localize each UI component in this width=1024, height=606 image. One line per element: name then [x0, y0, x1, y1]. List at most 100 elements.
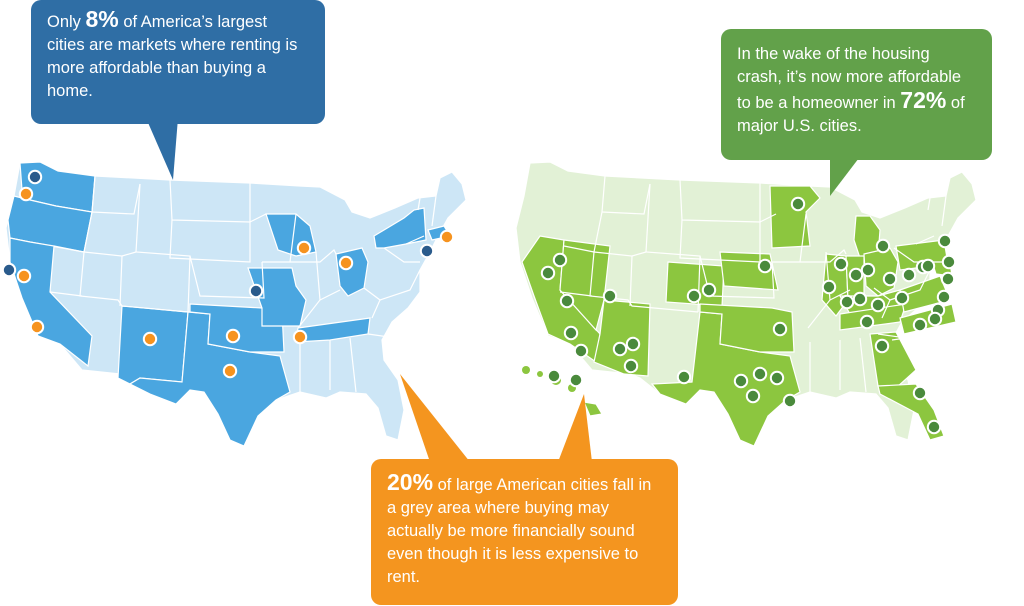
green-callout-percent: 72%	[900, 87, 947, 113]
right-border-line	[877, 333, 907, 341]
right-green-city-marker	[875, 238, 891, 254]
green-callout: In the wake of the housing crash, it’s n…	[721, 29, 992, 160]
right-state-hawaii	[583, 401, 603, 417]
right-green-city-marker	[772, 321, 788, 337]
right-green-city-marker	[839, 294, 855, 310]
right-green-city-marker	[920, 258, 936, 274]
left-border-line	[169, 179, 251, 223]
right-state-oklahoma	[699, 303, 795, 353]
right-green-city-marker	[612, 341, 628, 357]
left-state-missouri	[247, 267, 307, 327]
right-green-city-marker	[701, 282, 717, 298]
left-border-line	[49, 291, 83, 297]
right-green-city-marker	[782, 393, 798, 409]
left-border-line	[53, 245, 85, 253]
right-map-state-borders	[559, 175, 947, 393]
right-green-city-marker	[552, 252, 568, 268]
left-border-line	[431, 195, 437, 227]
right-green-city-marker	[623, 358, 639, 374]
green-callout-suffix: of major U.S. cities.	[737, 94, 965, 135]
right-green-city-marker	[894, 290, 910, 306]
right-green-city-marker	[573, 343, 589, 359]
right-green-city-marker	[882, 271, 898, 287]
right-green-city-marker	[540, 265, 556, 281]
left-border-line	[417, 197, 421, 211]
left-orange-city-marker	[29, 319, 45, 335]
right-map-markers	[540, 196, 957, 435]
right-state-nevada	[559, 239, 611, 332]
right-green-city-marker	[733, 373, 749, 389]
right-green-city-marker	[563, 325, 579, 341]
right-green-city-marker	[936, 289, 952, 305]
left-border-line	[169, 219, 251, 263]
left-border-line	[367, 333, 397, 341]
left-border-line	[290, 249, 337, 263]
orange-callout-right-tail	[558, 394, 592, 462]
right-border-line	[601, 183, 651, 215]
left-state-california	[9, 237, 93, 368]
right-green-city-marker	[686, 288, 702, 304]
left-orange-city-marker	[16, 268, 32, 284]
left-border-line	[189, 255, 265, 299]
blue-callout-prefix: Only	[47, 13, 86, 31]
green-callout-tail	[830, 154, 862, 196]
right-green-city-marker	[752, 366, 768, 382]
right-border-line	[631, 251, 647, 257]
right-green-city-marker	[926, 419, 942, 435]
right-state-arizona	[593, 299, 651, 377]
left-border-line	[91, 183, 141, 215]
left-orange-city-marker	[292, 329, 308, 345]
left-orange-city-marker	[225, 328, 241, 344]
left-dark-blue-city-marker	[248, 283, 264, 299]
left-orange-city-marker	[296, 240, 312, 256]
right-green-city-marker	[912, 317, 928, 333]
right-border-line	[699, 255, 775, 299]
right-green-city-marker	[821, 279, 837, 295]
right-border-line	[859, 337, 867, 393]
left-border-line	[405, 235, 425, 245]
right-border-line	[593, 251, 633, 307]
blue-callout: Only 8% of America’s largest cities are …	[31, 0, 325, 124]
left-map-markers	[1, 169, 455, 379]
left-orange-city-marker	[338, 255, 354, 271]
right-green-city-marker	[852, 291, 868, 307]
right-border-line	[679, 179, 761, 223]
left-state-new-york	[373, 207, 427, 249]
green-callout-prefix: In the wake of the housing crash, it’s n…	[737, 45, 962, 112]
right-green-city-marker	[941, 254, 957, 270]
left-border-line	[349, 337, 357, 393]
right-green-city-marker	[676, 369, 692, 385]
left-map-states	[5, 161, 467, 447]
right-border-line	[759, 213, 777, 223]
left-dark-blue-city-marker	[27, 169, 43, 185]
left-orange-city-marker	[142, 331, 158, 347]
right-green-city-marker	[937, 233, 953, 249]
right-border-line	[679, 219, 761, 263]
right-green-city-marker	[874, 338, 890, 354]
right-green-city-marker	[745, 388, 761, 404]
right-border-line	[563, 245, 595, 253]
left-border-line	[319, 289, 341, 301]
right-border-line	[800, 249, 847, 263]
right-us-map	[510, 0, 1024, 450]
orange-callout-left-tail	[400, 374, 470, 462]
right-green-city-marker	[848, 267, 864, 283]
right-green-city-marker	[757, 258, 773, 274]
right-green-city-marker	[912, 385, 928, 401]
right-green-city-marker	[901, 267, 917, 283]
right-green-city-marker	[940, 271, 956, 287]
right-border-line	[559, 291, 593, 297]
right-border-line	[829, 289, 851, 301]
right-border-line	[915, 235, 935, 245]
right-hawaii-island	[522, 366, 530, 374]
blue-callout-suffix: of America’s largest cities are markets …	[47, 13, 298, 100]
blue-callout-tail	[146, 118, 178, 180]
blue-callout-percent: 8%	[85, 6, 119, 32]
right-hawaii-island	[537, 371, 543, 377]
left-orange-city-marker	[222, 363, 238, 379]
right-border-line	[941, 195, 947, 227]
left-orange-city-marker	[439, 229, 455, 245]
left-dark-blue-city-marker	[1, 262, 17, 278]
left-border-line	[379, 269, 421, 301]
right-green-city-marker	[860, 262, 876, 278]
